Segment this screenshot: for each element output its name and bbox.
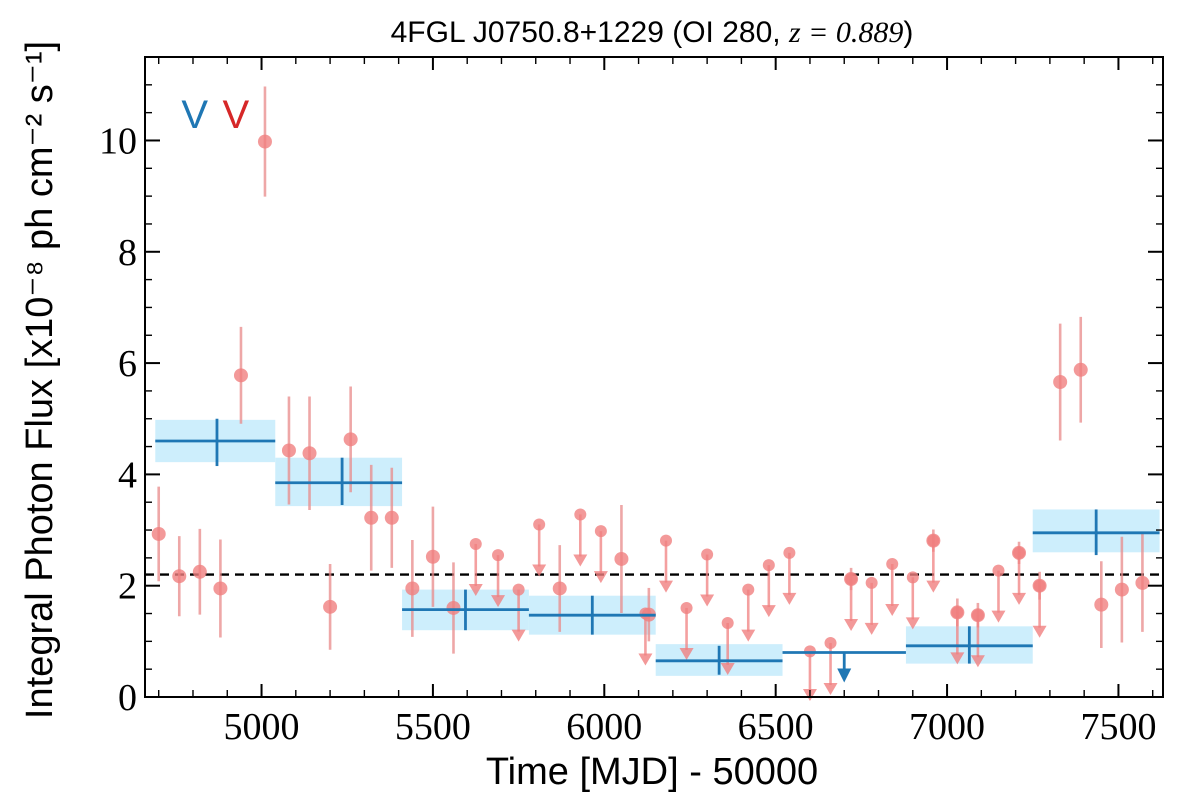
y-tick-label-10: 10 <box>99 120 137 162</box>
upper-limit-arrow-3 <box>532 564 547 577</box>
short-bin-point-23 <box>1135 575 1150 590</box>
short-bin-point-10 <box>364 510 379 525</box>
upper-limit-arrow-23 <box>991 610 1006 623</box>
short-bin-point-16 <box>614 551 629 566</box>
upper-limit-arrow-16 <box>844 619 859 632</box>
short-bin-point-15 <box>552 581 567 596</box>
upper-limit-arrow-22 <box>970 655 985 668</box>
short-bin-point-8 <box>323 599 338 614</box>
upper-limit-arrow-25 <box>1032 625 1047 638</box>
upper-limit-arrow-21 <box>950 652 965 665</box>
long-bin-layer <box>155 418 1160 683</box>
top-marker-0: V <box>181 93 208 137</box>
upper-limit-arrow-18 <box>885 603 900 616</box>
upper-limit-arrow-4 <box>573 554 588 567</box>
top-marker-1: V <box>222 93 249 137</box>
short-bin-point-14 <box>446 600 461 615</box>
y-tick-label-2: 2 <box>118 566 137 608</box>
short-bin-point-0 <box>151 526 166 541</box>
x-axis-title: Time [MJD] - 50000 <box>486 751 818 793</box>
upper-limit-arrow-12 <box>761 605 776 618</box>
x-tick-label-7500: 7500 <box>1080 706 1156 748</box>
y-tick-label-8: 8 <box>118 232 137 274</box>
short-bin-point-5 <box>257 134 272 149</box>
x-tick-label-6000: 6000 <box>566 706 642 748</box>
x-tick-label-5500: 5500 <box>395 706 471 748</box>
upper-limit-arrow-0 <box>468 583 483 596</box>
upper-limit-arrow-6 <box>638 653 653 666</box>
axes-layer: 5000 5500 6000 6500 7000 7500 0 2 4 6 8 10 <box>99 56 1164 748</box>
short-bin-point-4 <box>233 368 248 383</box>
y-axis-title: Integral Photon Flux [x10⁻⁸ ph cm⁻² s⁻¹] <box>19 41 61 719</box>
short-bin-point-20 <box>1073 362 1088 377</box>
x-tick-label-7000: 7000 <box>909 706 985 748</box>
upper-limit-arrow-19 <box>905 617 920 630</box>
upper-limit-arrow-8 <box>679 647 694 660</box>
upper-limit-arrow-20 <box>926 580 941 593</box>
upper-limit-arrow-7 <box>658 580 673 593</box>
short-bin-point-2 <box>192 564 207 579</box>
upper-limit-arrow-2 <box>511 629 526 642</box>
short-bin-point-9 <box>343 432 358 447</box>
long-bin-upper-limit-arrow <box>837 668 852 683</box>
short-bin-point-6 <box>281 443 296 458</box>
upper-limit-arrow-5 <box>593 571 608 584</box>
upper-limit-arrow-11 <box>741 629 756 642</box>
short-bin-point-21 <box>1094 597 1109 612</box>
short-bin-point-22 <box>1114 582 1129 597</box>
upper-limit-arrow-17 <box>864 622 879 635</box>
upper-limit-arrow-24 <box>1012 592 1027 605</box>
plot-frame <box>144 56 1164 698</box>
short-bin-point-11 <box>384 510 399 525</box>
y-tick-label-0: 0 <box>118 677 137 719</box>
x-tick-label-6500: 6500 <box>738 706 814 748</box>
short-bin-point-12 <box>405 581 420 596</box>
short-bin-point-3 <box>213 581 228 596</box>
y-tick-label-6: 6 <box>118 343 137 385</box>
x-tick-label-5000: 5000 <box>224 706 300 748</box>
labels-layer: 4FGL J0750.8+1229 (OI 280, z = 0.889) Ti… <box>19 16 913 793</box>
upper-limit-arrow-15 <box>823 683 838 696</box>
short-bin-point-1 <box>172 569 187 584</box>
short-bin-point-7 <box>302 446 317 461</box>
chart-title: 4FGL J0750.8+1229 (OI 280, z = 0.889) <box>391 16 914 49</box>
y-tick-label-4: 4 <box>118 454 137 496</box>
short-bin-point-13 <box>425 549 440 564</box>
upper-limit-arrow-1 <box>491 595 506 608</box>
upper-limit-arrow-13 <box>782 592 797 605</box>
upper-limit-arrow-9 <box>700 594 715 607</box>
upper-limit-arrow-10 <box>720 662 735 675</box>
upper-limit-layer <box>468 508 1047 701</box>
short-bin-point-19 <box>1053 375 1068 390</box>
